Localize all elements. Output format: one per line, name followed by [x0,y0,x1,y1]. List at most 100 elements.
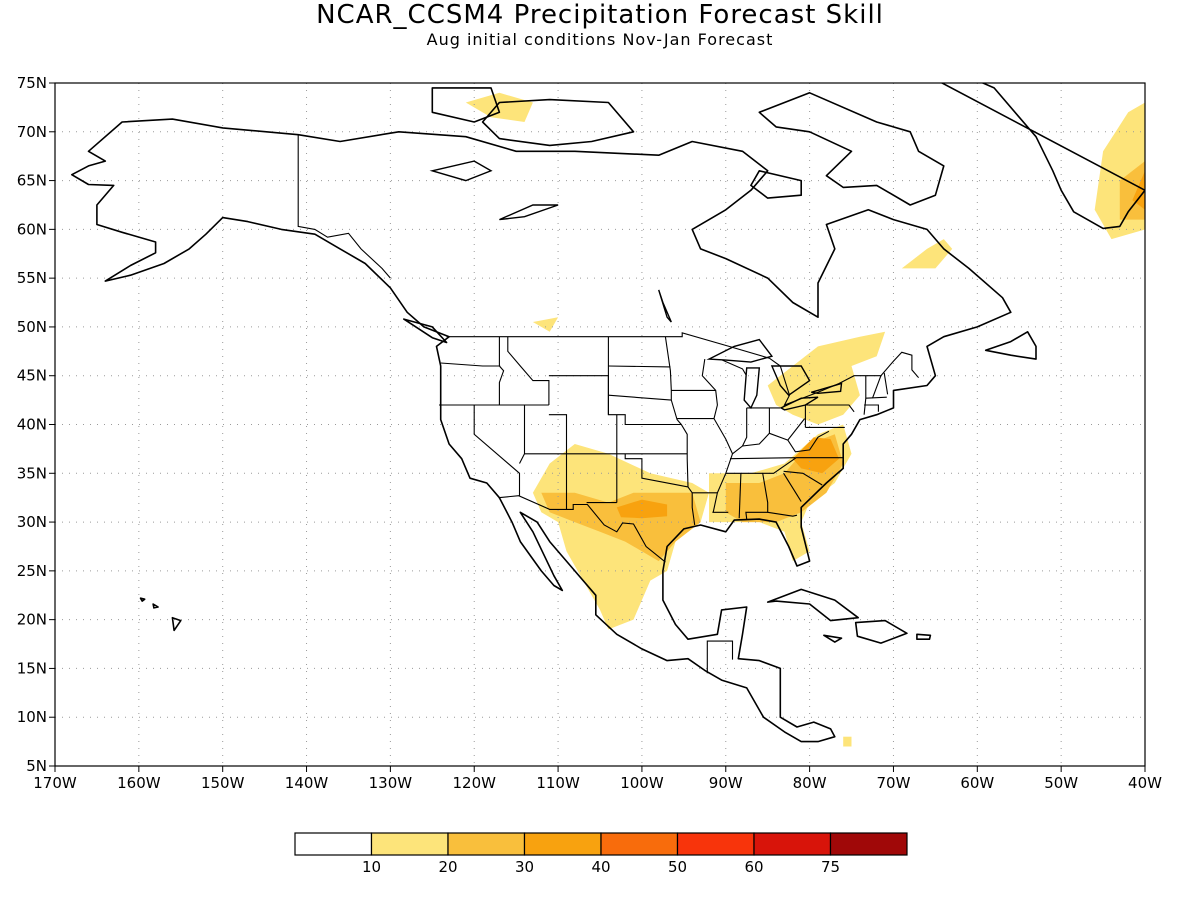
tick-label-lon-110W: 110W [536,774,580,792]
colorbar-swatch-5 [676,832,755,856]
boundary-nc-sc [783,470,823,486]
tick-label-lon-100W: 100W [620,774,664,792]
coastline-banks-island [431,87,501,123]
colorbar-swatch-1 [370,832,449,856]
tick-label-lon-50W: 50W [1044,774,1078,792]
map-title: NCAR_CCSM4 Precipitation Forecast Skill [316,0,884,30]
lake-lake-huron [770,365,811,397]
coastline-puerto-rico [916,633,932,641]
coastline-hispaniola [854,619,908,644]
colorbar-swatch-2 [447,832,526,856]
boundary-nevada-california [473,405,521,496]
coastline-newfoundland [984,330,1037,360]
coastline-layer [71,83,1145,743]
boundary-mexico-guatemala-border [706,640,734,674]
tick-label-lat-40N: 40N [17,416,47,434]
colorbar-label-20: 20 [438,858,457,876]
boundary-nevada-utah [519,405,526,464]
map-subtitle: Aug initial conditions Nov-Jan Forecast [426,30,774,49]
colorbar-swatch-3 [523,832,602,856]
coastline-hawaii-kauai [139,597,146,602]
skill-region-caribbean-spot [843,736,852,747]
skill-region-labrador [901,239,953,269]
tick-label-lat-15N: 15N [17,659,47,677]
skill-region-greenland-core [1119,161,1145,220]
boundary-tn-line [725,457,844,474]
coastline-baffin-island [758,92,945,206]
lake-lake-superior [706,338,774,363]
tick-label-lat-25N: 25N [17,562,47,580]
boundary-nd-sd [608,365,671,368]
coastline-hawaii [171,616,182,632]
boundary-us-mexico-border [498,495,666,563]
tick-label-lat-50N: 50N [17,318,47,336]
boundary-wv-va [787,430,830,453]
lake-lake-michigan [743,367,761,410]
tick-label-lat-70N: 70N [17,123,47,141]
skill-region-greenland-hot [1132,170,1145,210]
skill-shading-layer [465,92,1145,747]
colorbar-label-10: 10 [362,858,381,876]
colorbar: 10 20 30 40 50 60 75 [294,832,908,876]
boundary-ga-sc [783,473,802,502]
coastline-greenland [940,83,1145,230]
tick-label-lon-70W: 70W [877,774,911,792]
tick-label-lat-10N: 10N [17,708,47,726]
boundary-mississippi-river [701,359,734,513]
boundary-idaho-east [498,336,505,405]
political-boundaries-layer [297,134,920,674]
tick-label-lon-160W: 160W [117,774,161,792]
colorbar-swatch-7 [829,832,908,856]
boundary-wi-mi [722,359,747,375]
colorbar-swatch-6 [753,832,832,856]
colorbar-swatch-0 [294,832,373,856]
tick-label-lon-120W: 120W [452,774,496,792]
coastline-victoria-island [481,98,635,147]
lake-great-bear-lake [429,160,493,182]
tick-label-lon-80W: 80W [793,774,827,792]
coastline-cuba [766,588,860,622]
coastline-north-america [71,118,1012,743]
boundary-ks-ok [624,453,689,488]
colorbar-label-75: 75 [821,858,840,876]
boundary-or-wa [440,362,501,367]
colorbar-swatch-4 [600,832,679,856]
boundary-il-in [742,407,748,447]
boundary-ga-fl [767,511,798,517]
boundary-ny-vt [863,375,867,415]
skill-region-canada-west [532,317,559,332]
tick-label-lat-60N: 60N [17,220,47,238]
tick-label-lat-30N: 30N [17,513,47,531]
tick-label-lon-150W: 150W [201,774,245,792]
colorbar-label-40: 40 [591,858,610,876]
boundary-ky-tn [729,457,796,460]
boundary-ms-al [738,473,742,519]
lake-great-slave-lake [499,204,559,221]
boundary-idaho-montana [507,336,550,405]
tick-label-lat-65N: 65N [17,172,47,190]
tick-label-lat-55N: 55N [17,269,47,287]
tick-label-lon-90W: 90W [709,774,743,792]
boundary-ct-line [864,404,879,412]
coastline-jamaica [823,634,843,643]
lat-lon-grid [55,83,1145,766]
tick-label-lat-75N: 75N [17,74,47,92]
coastline-hawaii-oahu [152,603,159,609]
boundary-dakota-minnesota [664,336,696,526]
boundary-nh-me [883,372,889,395]
tick-label-lon-40W: 40W [1128,774,1162,792]
tick-label-lat-45N: 45N [17,367,47,385]
skill-region-great-lakes [767,331,886,425]
boundary-alaska-border [297,134,391,279]
boundary-wy-co [548,375,682,426]
colorbar-label-50: 50 [668,858,687,876]
tick-label-lon-170W: 170W [33,774,77,792]
boundary-pa-ny [805,404,855,413]
skill-region-virginia [792,437,839,474]
boundary-us-canada-border [446,332,920,407]
colorbar-label-60: 60 [744,858,763,876]
plot-frame [54,82,1146,767]
skill-region-arctic-islands [465,92,533,122]
coastline-southampton-island [750,170,803,199]
